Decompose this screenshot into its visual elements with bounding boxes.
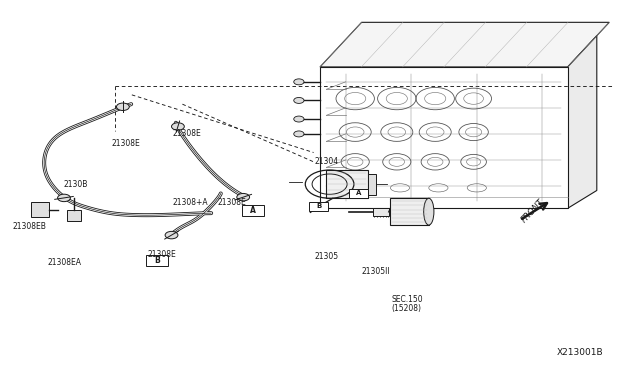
Circle shape — [165, 231, 178, 239]
Text: A: A — [250, 206, 256, 215]
FancyBboxPatch shape — [31, 202, 49, 217]
Text: B: B — [316, 203, 321, 209]
Text: A: A — [356, 190, 361, 196]
FancyBboxPatch shape — [67, 210, 81, 221]
Text: FRONT: FRONT — [519, 198, 546, 225]
Text: 21305II: 21305II — [362, 267, 390, 276]
Polygon shape — [568, 36, 596, 208]
FancyBboxPatch shape — [242, 205, 264, 215]
FancyBboxPatch shape — [390, 198, 429, 225]
FancyBboxPatch shape — [326, 170, 368, 198]
Text: 21308E: 21308E — [147, 250, 176, 259]
FancyBboxPatch shape — [146, 255, 168, 266]
Circle shape — [294, 97, 304, 103]
Polygon shape — [320, 22, 609, 67]
FancyBboxPatch shape — [368, 174, 376, 195]
FancyBboxPatch shape — [309, 202, 328, 211]
Text: 21308EB: 21308EB — [13, 222, 47, 231]
Text: 21308+A: 21308+A — [173, 198, 209, 207]
Polygon shape — [320, 67, 568, 208]
Ellipse shape — [424, 198, 434, 225]
Circle shape — [294, 116, 304, 122]
Text: 21304: 21304 — [315, 157, 339, 166]
Circle shape — [294, 79, 304, 85]
Text: 2130B: 2130B — [64, 180, 88, 189]
Text: 21308EA: 21308EA — [48, 258, 82, 267]
Text: SEC.150: SEC.150 — [392, 295, 423, 304]
FancyBboxPatch shape — [373, 208, 389, 216]
Circle shape — [294, 131, 304, 137]
Circle shape — [172, 123, 184, 130]
Text: 21308E: 21308E — [173, 129, 202, 138]
Text: (15208): (15208) — [392, 304, 422, 312]
Text: 21308E: 21308E — [112, 139, 141, 148]
Text: 21305: 21305 — [315, 252, 339, 261]
Text: B: B — [154, 256, 159, 265]
Circle shape — [58, 194, 70, 202]
FancyBboxPatch shape — [349, 189, 368, 198]
Text: X213001B: X213001B — [557, 348, 604, 357]
Text: 21308E: 21308E — [218, 198, 246, 207]
Circle shape — [237, 193, 250, 201]
Circle shape — [116, 103, 129, 110]
